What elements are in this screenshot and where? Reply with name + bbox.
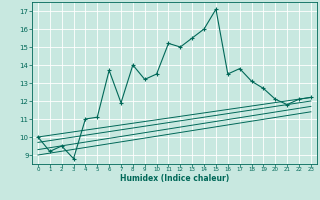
X-axis label: Humidex (Indice chaleur): Humidex (Indice chaleur) [120,174,229,183]
